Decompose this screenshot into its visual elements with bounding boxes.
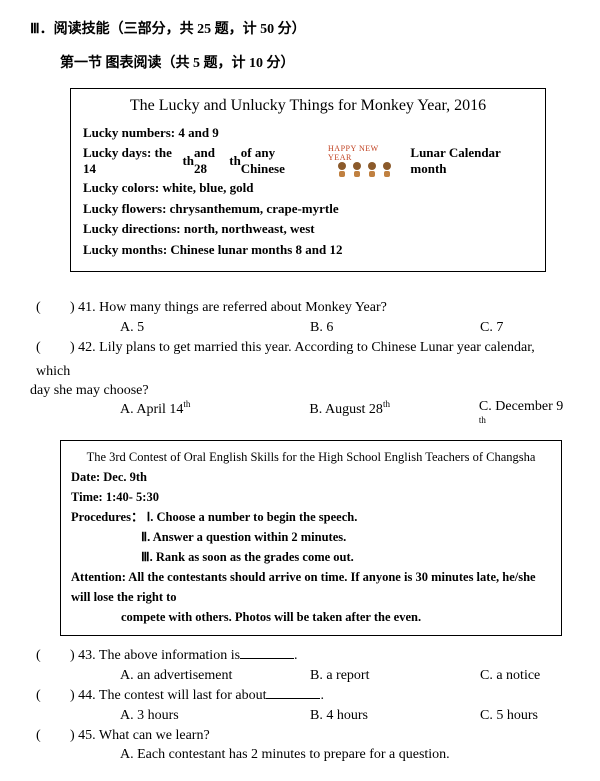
- lucky-days-b: and 28: [194, 145, 229, 177]
- answer-blank[interactable]: (: [36, 336, 70, 360]
- q43: () 43. The above information is.: [36, 644, 570, 668]
- attention-1: Attention: All the contestants should ar…: [71, 567, 551, 607]
- proc-1: Ⅰ. Choose a number to begin the speech.: [147, 510, 358, 524]
- lucky-colors: Lucky colors: white, blue, gold: [83, 178, 533, 199]
- fill-blank[interactable]: [240, 658, 294, 659]
- q43-b: B. a report: [310, 668, 480, 684]
- fill-blank[interactable]: [266, 698, 320, 699]
- q44-text: ) 44. The contest will last for about: [70, 688, 266, 703]
- answer-blank[interactable]: (: [36, 644, 70, 668]
- proc-3: Ⅲ. Rank as soon as the grades come out.: [141, 547, 551, 567]
- q43-text: ) 43. The above information is: [70, 648, 240, 663]
- q41: () 41. How many things are referred abou…: [36, 296, 570, 320]
- q44-c: C. 5 hours: [480, 708, 538, 724]
- q45-choices: A. Each contestant has 2 minutes to prep…: [120, 747, 570, 763]
- monkey-icon: [366, 162, 378, 178]
- lucky-days-c: of any Chinese: [241, 145, 318, 177]
- lucky-numbers: Lucky numbers: 4 and 9: [83, 123, 533, 144]
- q44-choices: A. 3 hours B. 4 hours C. 5 hours: [120, 708, 570, 724]
- section-header: Ⅲ．阅读技能（三部分，共 25 题，计 50 分）: [30, 18, 570, 38]
- answer-blank[interactable]: (: [36, 724, 70, 748]
- q45: () 45. What can we learn?: [36, 724, 570, 748]
- q43-choices: A. an advertisement B. a report C. a not…: [120, 668, 570, 684]
- q43-a: A. an advertisement: [120, 668, 310, 684]
- lucky-directions: Lucky directions: north, northweast, wes…: [83, 219, 533, 240]
- contest-box: The 3rd Contest of Oral English Skills f…: [60, 440, 562, 636]
- q44: () 44. The contest will last for about.: [36, 684, 570, 708]
- q41-a: A. 5: [120, 320, 310, 336]
- happy-new-year-label: HAPPY NEW YEAR: [328, 144, 400, 162]
- q44-a: A. 3 hours: [120, 708, 310, 724]
- monkey-icon: [381, 162, 393, 178]
- lucky-days-row: Lucky days: the 14th and 28th of any Chi…: [83, 144, 533, 178]
- q41-text: ) 41. How many things are referred about…: [70, 300, 387, 315]
- monkey-icon: [351, 162, 363, 178]
- q42-choices: A. April 14th B. August 28th C. December…: [120, 399, 570, 434]
- monkey-decoration: HAPPY NEW YEAR: [328, 144, 400, 178]
- lucky-days-a: Lucky days: the 14: [83, 145, 182, 177]
- sub-header: 第一节 图表阅读（共 5 题，计 10 分）: [60, 52, 570, 72]
- lucky-flowers: Lucky flowers: chrysanthemum, crape-myrt…: [83, 199, 533, 220]
- answer-blank[interactable]: (: [36, 684, 70, 708]
- proc-label: Procedures：: [71, 510, 143, 524]
- q42-c: C. December 9th: [479, 399, 570, 434]
- q42-b: B. August 28th: [309, 399, 478, 434]
- answer-blank[interactable]: (: [36, 296, 70, 320]
- q41-choices: A. 5 B. 6 C. 7: [120, 320, 570, 336]
- q41-b: B. 6: [310, 320, 480, 336]
- q42: () 42. Lily plans to get married this ye…: [36, 336, 570, 384]
- lucky-box: The Lucky and Unlucky Things for Monkey …: [70, 88, 546, 272]
- box1-title: The Lucky and Unlucky Things for Monkey …: [83, 97, 533, 115]
- q42-a: A. April 14th: [120, 399, 309, 434]
- q43-c: C. a notice: [480, 668, 540, 684]
- q41-c: C. 7: [480, 320, 503, 336]
- contest-date: Date: Dec. 9th: [71, 467, 551, 487]
- contest-time: Time: 1:40- 5:30: [71, 487, 551, 507]
- proc-2: Ⅱ. Answer a question within 2 minutes.: [141, 527, 551, 547]
- q45-a: A. Each contestant has 2 minutes to prep…: [120, 747, 450, 763]
- q44-b: B. 4 hours: [310, 708, 480, 724]
- lucky-months: Lucky months: Chinese lunar months 8 and…: [83, 240, 533, 261]
- procedures: Procedures： Ⅰ. Choose a number to begin …: [71, 507, 551, 527]
- q42-text2: day she may choose?: [30, 383, 570, 399]
- box2-title: The 3rd Contest of Oral English Skills f…: [71, 447, 551, 467]
- lunar-month-label: Lunar Calendar month: [410, 145, 533, 177]
- attention-2: compete with others. Photos will be take…: [121, 607, 551, 627]
- q42-text: ) 42. Lily plans to get married this yea…: [36, 340, 535, 379]
- monkey-icon: [336, 162, 348, 178]
- q45-text: ) 45. What can we learn?: [70, 728, 210, 743]
